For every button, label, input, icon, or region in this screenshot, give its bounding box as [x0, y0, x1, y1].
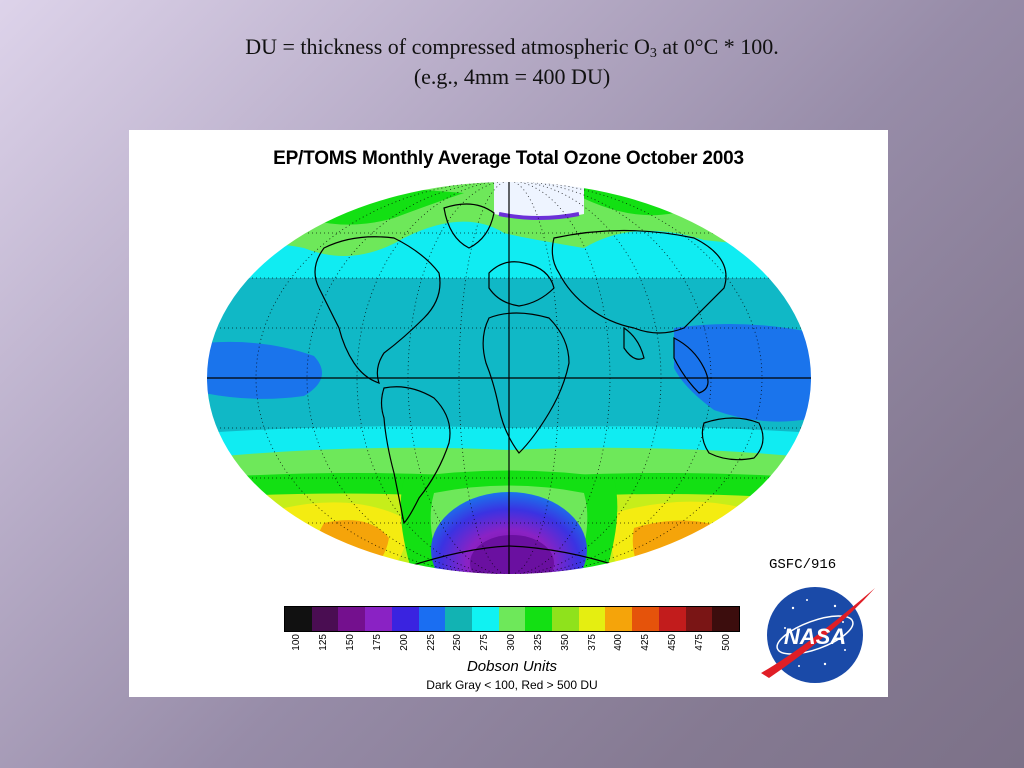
- colorbar-swatch: [285, 607, 312, 631]
- colorbar-tick: 100: [284, 634, 311, 660]
- nasa-logo-text: NASA: [784, 624, 846, 649]
- colorbar-tick-label: 450: [667, 634, 678, 651]
- colorbar-tick-label: 200: [398, 634, 410, 651]
- nasa-logo-icon: NASA: [761, 587, 875, 683]
- colorbar-swatch: [365, 607, 392, 631]
- caption-text: DU = thickness of compressed atmospheric…: [245, 34, 650, 59]
- caption-subscript: 3: [649, 46, 657, 61]
- colorbar-tick: 325: [525, 634, 552, 660]
- colorbar-swatch: [418, 607, 446, 631]
- colorbar-tick-label: 375: [586, 634, 598, 651]
- caption-line-1: DU = thickness of compressed atmospheric…: [0, 32, 1024, 69]
- colorbar-tick: 450: [660, 634, 687, 660]
- colorbar-swatch: [605, 607, 633, 631]
- colorbar-tick: 275: [472, 634, 499, 660]
- colorbar: [284, 606, 740, 632]
- colorbar-tick-label: 125: [318, 634, 330, 651]
- colorbar-tick-label: 225: [425, 634, 437, 651]
- ozone-map: [204, 178, 814, 578]
- colorbar-ticks: 100 125 150 175 200 225 250 275 300 325 350 375 400 4…: [284, 634, 740, 660]
- colorbar-tick-label: 150: [345, 634, 357, 651]
- colorbar-tick-label: 250: [452, 634, 464, 651]
- units-label: Dobson Units: [466, 658, 558, 675]
- colorbar-tick-label: 475: [693, 634, 705, 651]
- colorbar-tick-label: 325: [532, 634, 544, 651]
- colorbar-swatch: [632, 607, 659, 631]
- colorbar-tick: 150: [338, 634, 365, 660]
- colorbar-tick-label: 350: [559, 634, 571, 651]
- colorbar-tick-label: 275: [479, 634, 491, 651]
- colorbar-swatch: [311, 607, 339, 631]
- caption-text-end: at 0°C * 100.: [656, 34, 779, 59]
- credit-label: GSFC/916: [769, 557, 837, 573]
- colorbar-swatch: [471, 607, 499, 631]
- ozone-figure: EP/TOMS Monthly Average Total Ozone Octo…: [129, 130, 888, 697]
- colorbar-swatch: [552, 607, 579, 631]
- colorbar-swatch: [525, 607, 553, 631]
- colorbar-tick: 475: [686, 634, 713, 660]
- ozone-map-svg: [205, 180, 813, 576]
- colorbar-tick: 350: [552, 634, 579, 660]
- colorbar-swatch: [391, 607, 419, 631]
- legend-note: Dark Gray < 100, Red > 500 DU: [426, 678, 598, 692]
- colorbar-tick: 300: [499, 634, 526, 660]
- colorbar-tick-label: 400: [613, 634, 625, 651]
- colorbar-tick: 200: [391, 634, 418, 660]
- colorbar-tick: 250: [445, 634, 472, 660]
- colorbar-tick: 500: [713, 634, 740, 660]
- colorbar-swatch: [578, 607, 606, 631]
- colorbar-swatch: [445, 607, 472, 631]
- colorbar-tick-label: 100: [291, 634, 303, 651]
- colorbar-tick: 175: [364, 634, 391, 660]
- colorbar-tick: 375: [579, 634, 606, 660]
- colorbar-tick-label: 175: [371, 634, 383, 651]
- colorbar-tick: 400: [606, 634, 633, 660]
- colorbar-tick-label: 425: [640, 634, 652, 651]
- caption-line-2: (e.g., 4mm = 400 DU): [413, 64, 611, 89]
- colorbar-tick: 425: [633, 634, 660, 660]
- figure-title: EP/TOMS Monthly Average Total Ozone Octo…: [273, 148, 744, 169]
- colorbar-tick: 125: [311, 634, 338, 660]
- colorbar-tick: 225: [418, 634, 445, 660]
- colorbar-swatch: [685, 607, 713, 631]
- colorbar-swatch: [712, 607, 739, 631]
- colorbar-swatch: [498, 607, 526, 631]
- colorbar-tick-label: 500: [720, 634, 732, 651]
- colorbar-swatch: [338, 607, 366, 631]
- colorbar-swatch: [658, 607, 686, 631]
- colorbar-tick-label: 300: [506, 634, 518, 651]
